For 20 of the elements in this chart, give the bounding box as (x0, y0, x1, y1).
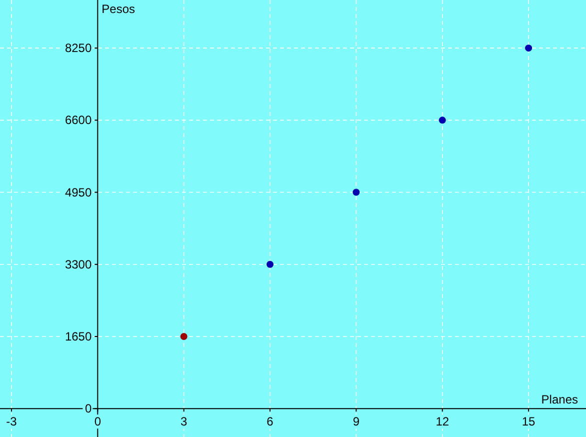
y-tick-label: 4950 (64, 185, 92, 200)
point (266, 260, 274, 268)
y-axis-title: Pesos (102, 2, 136, 16)
y-tick-label: 3300 (64, 257, 92, 272)
y-tick-label: 0 (84, 402, 92, 416)
point (180, 332, 188, 340)
point (438, 116, 446, 124)
x-tick-label: 9 (352, 414, 360, 429)
x-tick-label: 6 (266, 414, 274, 429)
x-tick-label: 15 (522, 414, 536, 429)
y-tick-label: 8250 (64, 41, 92, 56)
point (525, 44, 532, 52)
x-tick-label: -3 (6, 414, 18, 429)
x-axis-title: Planes (541, 392, 578, 407)
y-tick-label: 6600 (64, 113, 92, 128)
y-tick-label: 1650 (64, 329, 92, 344)
x-tick-label: 0 (94, 414, 102, 429)
x-tick-label: 12 (436, 414, 450, 429)
x-tick-label: 3 (180, 414, 188, 429)
point (352, 188, 360, 196)
